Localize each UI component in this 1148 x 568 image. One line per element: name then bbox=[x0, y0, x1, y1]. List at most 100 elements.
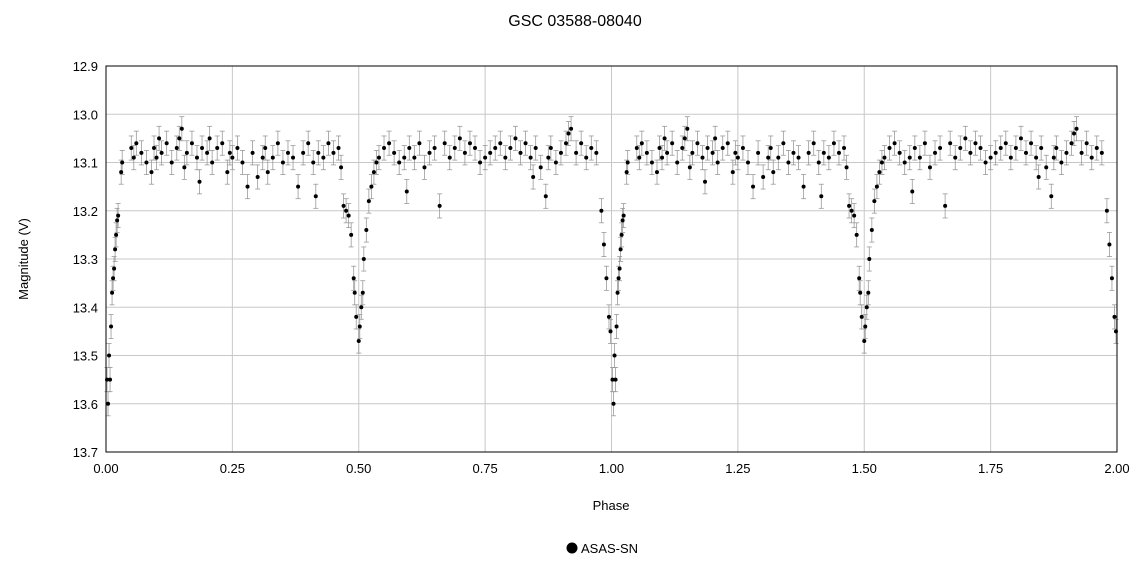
data-point bbox=[478, 160, 483, 165]
data-point bbox=[740, 146, 745, 151]
data-point bbox=[616, 276, 621, 281]
data-point bbox=[874, 184, 879, 189]
data-point bbox=[1109, 276, 1114, 281]
data-point bbox=[1069, 141, 1074, 146]
data-point bbox=[200, 146, 205, 151]
data-point bbox=[263, 146, 268, 151]
data-point bbox=[859, 314, 864, 319]
data-point bbox=[584, 155, 589, 160]
data-point bbox=[963, 136, 968, 141]
data-point bbox=[139, 150, 144, 155]
data-point bbox=[852, 213, 857, 218]
y-tick-label: 13.0 bbox=[73, 107, 98, 122]
data-point bbox=[265, 170, 270, 175]
data-point bbox=[613, 377, 618, 382]
data-point bbox=[374, 160, 379, 165]
data-point bbox=[316, 150, 321, 155]
data-point bbox=[354, 314, 359, 319]
data-point bbox=[157, 136, 162, 141]
data-point bbox=[197, 179, 202, 184]
y-tick-label: 13.3 bbox=[73, 252, 98, 267]
data-point bbox=[781, 141, 786, 146]
data-point bbox=[412, 155, 417, 160]
y-tick-label: 12.9 bbox=[73, 59, 98, 74]
data-point bbox=[493, 146, 498, 151]
data-point bbox=[811, 141, 816, 146]
data-point bbox=[617, 266, 622, 271]
y-tick-label: 13.4 bbox=[73, 300, 98, 315]
data-point bbox=[392, 150, 397, 155]
data-point bbox=[371, 170, 376, 175]
data-point bbox=[558, 150, 563, 155]
data-point bbox=[902, 160, 907, 165]
data-point bbox=[523, 141, 528, 146]
data-point bbox=[341, 203, 346, 208]
data-point bbox=[144, 160, 149, 165]
data-point bbox=[869, 228, 874, 233]
data-point bbox=[114, 232, 119, 237]
data-point bbox=[407, 146, 412, 151]
data-point bbox=[321, 155, 326, 160]
data-point bbox=[608, 329, 613, 334]
data-point bbox=[291, 155, 296, 160]
data-point bbox=[847, 203, 852, 208]
x-tick-labels: 0.00 0.25 0.50 0.75 1.00 1.25 1.50 1.75 2.00 bbox=[93, 461, 1129, 476]
data-point bbox=[690, 150, 695, 155]
data-point bbox=[402, 155, 407, 160]
data-point bbox=[634, 146, 639, 151]
data-point bbox=[958, 146, 963, 151]
data-point bbox=[703, 179, 708, 184]
data-point bbox=[614, 324, 619, 329]
data-point bbox=[116, 213, 121, 218]
data-point bbox=[594, 150, 599, 155]
data-point bbox=[106, 401, 111, 406]
data-point bbox=[751, 184, 756, 189]
data-point bbox=[1064, 150, 1069, 155]
data-point bbox=[210, 160, 215, 165]
data-point bbox=[610, 377, 615, 382]
data-point bbox=[806, 150, 811, 155]
data-point bbox=[1044, 165, 1049, 170]
data-point bbox=[498, 141, 503, 146]
data-point bbox=[1008, 155, 1013, 160]
data-point bbox=[745, 160, 750, 165]
data-point bbox=[821, 150, 826, 155]
data-point bbox=[897, 150, 902, 155]
data-point bbox=[1089, 155, 1094, 160]
data-point bbox=[361, 257, 366, 261]
data-point bbox=[670, 141, 675, 146]
data-point bbox=[235, 146, 240, 151]
data-point bbox=[280, 160, 285, 165]
x-tick-label: 0.50 bbox=[346, 461, 371, 476]
data-point bbox=[184, 150, 189, 155]
y-tick-labels: 12.9 13.0 13.1 13.2 13.3 13.4 13.5 13.6 13.7 bbox=[73, 59, 98, 460]
data-point bbox=[907, 155, 912, 160]
data-point bbox=[548, 146, 553, 151]
data-point bbox=[179, 126, 184, 131]
data-point bbox=[768, 146, 773, 151]
data-point bbox=[831, 141, 836, 146]
x-tick-label: 0.00 bbox=[93, 461, 118, 476]
y-tick-label: 13.1 bbox=[73, 156, 98, 171]
data-point bbox=[725, 141, 730, 146]
data-point bbox=[369, 184, 374, 189]
data-point bbox=[387, 141, 392, 146]
data-point bbox=[606, 314, 611, 319]
data-point bbox=[927, 165, 932, 170]
data-point bbox=[1074, 126, 1079, 131]
data-point bbox=[877, 170, 882, 175]
data-point bbox=[1084, 141, 1089, 146]
data-point bbox=[917, 155, 922, 160]
x-tick-label: 1.50 bbox=[852, 461, 877, 476]
y-tick-label: 13.5 bbox=[73, 349, 98, 364]
data-point bbox=[978, 146, 983, 151]
data-point bbox=[973, 141, 978, 146]
data-point bbox=[1107, 242, 1112, 247]
data-point bbox=[207, 136, 212, 141]
y-tick-label: 13.2 bbox=[73, 204, 98, 219]
data-point bbox=[336, 146, 341, 151]
data-point bbox=[1034, 155, 1039, 160]
data-point bbox=[662, 136, 667, 141]
data-point bbox=[771, 170, 776, 175]
data-point bbox=[111, 276, 116, 281]
